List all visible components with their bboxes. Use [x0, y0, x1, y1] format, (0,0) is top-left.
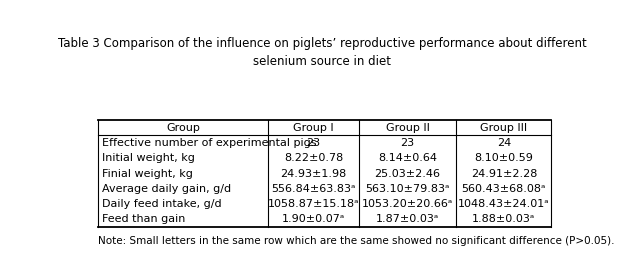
Text: 1.87±0.03ᵃ: 1.87±0.03ᵃ	[376, 214, 439, 224]
Text: Group: Group	[166, 123, 200, 133]
Text: 1058.87±15.18ᵃ: 1058.87±15.18ᵃ	[268, 199, 359, 209]
Text: Table 3 Comparison of the influence on piglets’ reproductive performance about d: Table 3 Comparison of the influence on p…	[58, 37, 587, 68]
Text: Group III: Group III	[481, 123, 528, 133]
Text: 8.10±0.59: 8.10±0.59	[474, 153, 533, 163]
Text: 8.22±0.78: 8.22±0.78	[284, 153, 343, 163]
Text: 23: 23	[306, 138, 321, 148]
Text: 24.93±1.98: 24.93±1.98	[281, 168, 347, 178]
Text: 8.14±0.64: 8.14±0.64	[378, 153, 437, 163]
Text: 560.43±68.08ᵃ: 560.43±68.08ᵃ	[462, 184, 546, 194]
Text: Feed than gain: Feed than gain	[102, 214, 186, 224]
Text: 563.10±79.83ᵃ: 563.10±79.83ᵃ	[365, 184, 450, 194]
Text: 23: 23	[401, 138, 415, 148]
Text: 556.84±63.83ᵃ: 556.84±63.83ᵃ	[271, 184, 355, 194]
Text: Daily feed intake, g/d: Daily feed intake, g/d	[102, 199, 221, 209]
Text: Average daily gain, g/d: Average daily gain, g/d	[102, 184, 231, 194]
Text: 1.90±0.07ᵃ: 1.90±0.07ᵃ	[282, 214, 345, 224]
Text: 1048.43±24.01ᵃ: 1048.43±24.01ᵃ	[458, 199, 550, 209]
Text: 1053.20±20.66ᵃ: 1053.20±20.66ᵃ	[362, 199, 453, 209]
Text: 25.03±2.46: 25.03±2.46	[374, 168, 440, 178]
Text: 24.91±2.28: 24.91±2.28	[470, 168, 537, 178]
Text: Initial weight, kg: Initial weight, kg	[102, 153, 195, 163]
Text: Effective number of experimental pigs: Effective number of experimental pigs	[102, 138, 316, 148]
Text: Group I: Group I	[293, 123, 334, 133]
Text: 24: 24	[497, 138, 511, 148]
Text: Group II: Group II	[386, 123, 430, 133]
Text: 1.88±0.03ᵃ: 1.88±0.03ᵃ	[472, 214, 535, 224]
Text: Finial weight, kg: Finial weight, kg	[102, 168, 193, 178]
Text: Note: Small letters in the same row which are the same showed no significant dif: Note: Small letters in the same row whic…	[98, 236, 615, 246]
